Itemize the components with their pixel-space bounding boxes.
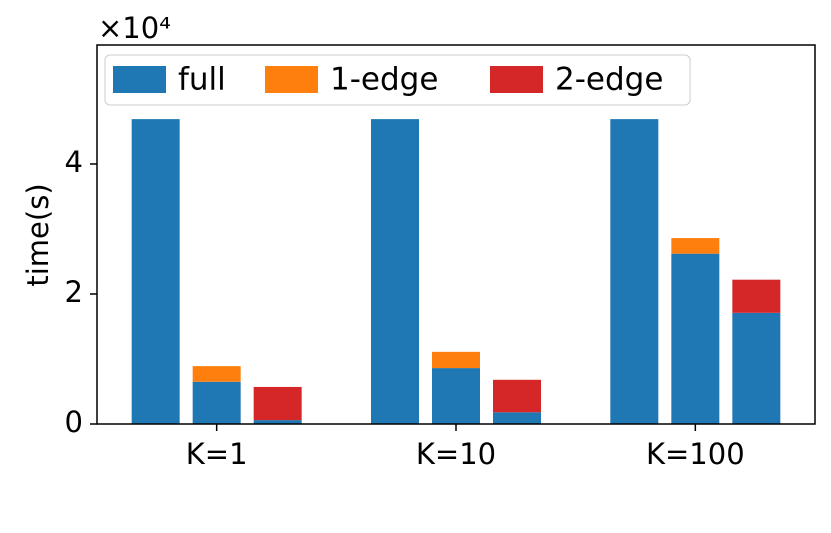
legend-label: 1-edge: [330, 62, 438, 98]
bar: [253, 386, 302, 421]
bar-base: [671, 253, 720, 424]
bar-base: [432, 368, 480, 424]
bar: [493, 379, 541, 413]
legend-box: [104, 54, 691, 106]
bar-base: [192, 381, 241, 424]
legend-swatch: [265, 66, 318, 93]
y-tick-label: 4: [65, 145, 83, 179]
legend-swatch: [490, 66, 543, 93]
bar: [671, 238, 720, 254]
bar: [732, 279, 781, 313]
bar: [610, 119, 659, 425]
x-tick-label: K=10: [416, 437, 496, 471]
bar: [192, 366, 241, 382]
y-tick-label: 2: [65, 275, 83, 309]
y-axis-label: time(s): [21, 183, 55, 286]
bar: [432, 351, 480, 369]
bar-base: [253, 420, 302, 424]
x-tick-label: K=1: [186, 437, 248, 471]
bar: [371, 119, 419, 425]
bar-base: [493, 412, 541, 424]
bar-base: [732, 312, 781, 424]
bar: [131, 119, 180, 425]
y-tick-label: 0: [65, 405, 83, 439]
legend-label: 2-edge: [555, 62, 663, 98]
x-tick-label: K=100: [646, 437, 745, 471]
legend-label: full: [178, 62, 226, 98]
plot-frame: [96, 44, 816, 425]
y-offset-label: ×10⁴: [98, 11, 171, 45]
legend-swatch: [113, 66, 166, 93]
